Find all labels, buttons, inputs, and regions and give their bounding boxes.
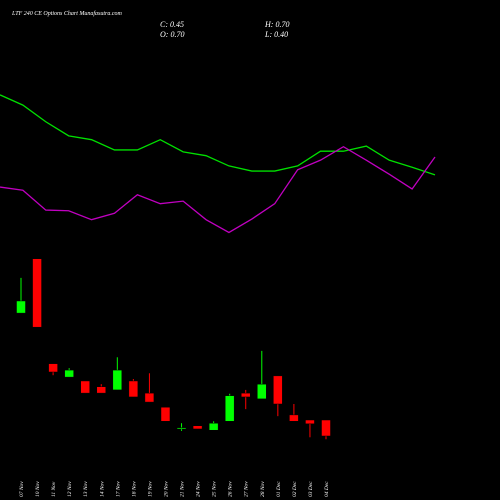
x-tick-label: 14 Nov — [98, 481, 105, 497]
x-tick-label: 17 Nov — [115, 481, 121, 497]
x-tick-label: 03 Dec — [308, 481, 314, 497]
candle-body — [144, 392, 155, 403]
x-tick-label: 20 Nov — [163, 481, 169, 497]
x-tick-label: 12 Nov — [67, 481, 73, 497]
indicator-line — [0, 94, 436, 176]
candle-body — [160, 406, 171, 422]
close-label: C: 0.45 — [160, 20, 184, 29]
candle-body — [16, 300, 26, 314]
indicator-line — [0, 145, 436, 234]
x-tick-label: 10 Nov — [35, 481, 41, 497]
x-tick-label: 25 Nov — [212, 481, 218, 497]
x-tick-label: 07 Nov — [19, 481, 25, 497]
candle-body — [257, 383, 267, 400]
candle-body — [128, 380, 139, 398]
x-tick-label: 02 Dec — [292, 481, 298, 497]
candle-body — [64, 369, 74, 378]
candle-body — [112, 369, 123, 391]
candle-body — [240, 392, 251, 398]
candle-body — [192, 425, 203, 430]
x-tick-label: 13 Nov — [83, 481, 89, 497]
candle-body — [305, 419, 315, 425]
x-tick-label: 24 Nov — [195, 481, 202, 497]
x-tick-label: 28 Nov — [260, 481, 266, 497]
candle-body — [176, 427, 187, 430]
x-tick-label: 04 Dec — [323, 481, 330, 497]
candle-body — [224, 395, 235, 422]
x-tick-label: 21 Nov — [180, 481, 186, 497]
x-tick-label: 26 Nov — [228, 481, 234, 497]
high-label: H: 0.70 — [264, 20, 289, 29]
x-tick-label: 27 Nov — [244, 481, 250, 497]
candle-body — [289, 414, 299, 422]
candle-body — [96, 386, 107, 394]
x-tick-label: 11 Nov — [51, 481, 57, 497]
candle-body — [273, 375, 283, 405]
candle-body — [48, 363, 58, 373]
open-label: O: 0.70 — [160, 30, 184, 39]
x-tick-label: 01 Dec — [276, 481, 282, 497]
low-label: L: 0.40 — [264, 30, 288, 39]
x-tick-label: 18 Nov — [131, 481, 137, 497]
x-tick-label: 19 Nov — [147, 481, 153, 497]
candle-body — [321, 419, 331, 437]
candle-body — [80, 380, 90, 394]
candle-body — [32, 258, 42, 328]
chart-title: LTF 240 CE Options Chart Munafasutra.com — [11, 10, 123, 17]
candle-body — [208, 422, 219, 431]
